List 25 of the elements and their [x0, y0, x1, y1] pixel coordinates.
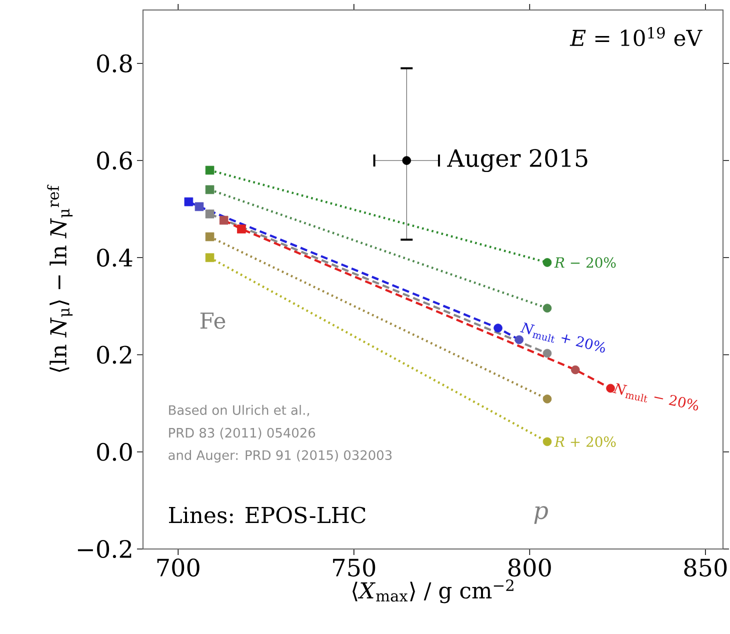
y-tick-label: 0.0 [97, 442, 132, 461]
annotation: Fe [200, 312, 226, 329]
x-axis-title: ⟨X$_{max}$⟩ / g cm$^{−2}$ [352, 579, 514, 604]
y-tick-label: 0.8 [97, 54, 132, 72]
annotation: PRD 83 (2011) 054026 [169, 428, 316, 440]
y-tick-label: −0.2 [78, 540, 132, 558]
text: N$_{mult}$ − 20% [612, 383, 698, 410]
x-tick-label: 750 [333, 558, 376, 577]
x-tick-label: 800 [508, 558, 551, 577]
x-tick-label: 850 [684, 558, 727, 577]
y-tick-label: 0.2 [97, 346, 132, 364]
annotation: Based on Ulrich et al., [169, 404, 310, 416]
annotation: and Auger: PRD 91 (2015) 032003 [168, 450, 392, 463]
y-tick-label: 0.4 [97, 248, 132, 267]
series-label: R − 20% [554, 257, 616, 268]
annotation: p [534, 506, 548, 524]
y-tick-label: 0.6 [97, 151, 132, 170]
point [402, 156, 412, 165]
text: N$_{mult}$ + 20% [520, 322, 605, 353]
series-label: Auger 2015 [447, 148, 588, 172]
x-tick-label: 700 [157, 558, 200, 577]
series-label: R + 20% [554, 436, 616, 447]
annotation: E = 10$^{19}$ eV [570, 26, 702, 46]
y-axis-title: ⟨ln N$_{μ}$⟩ − ln N$_{μ}$ref [47, 184, 73, 372]
annotation: Lines: EPOS-LHC [169, 506, 366, 524]
